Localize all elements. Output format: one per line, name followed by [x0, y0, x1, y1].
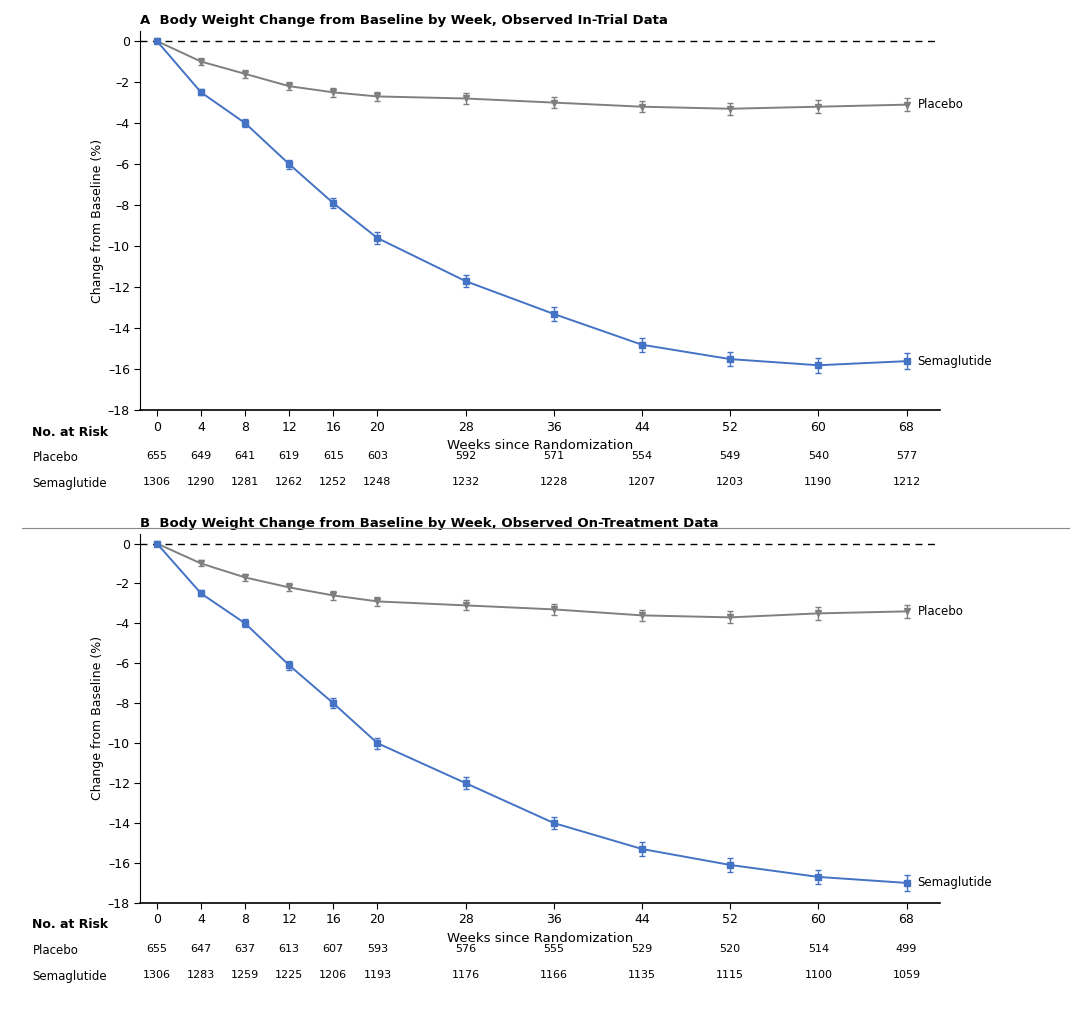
- Text: 1212: 1212: [892, 477, 920, 487]
- Text: 1262: 1262: [275, 477, 303, 487]
- Text: 554: 554: [632, 451, 652, 462]
- Text: 1259: 1259: [231, 970, 259, 980]
- Text: 1306: 1306: [143, 477, 171, 487]
- Text: B  Body Weight Change from Baseline by Week, Observed On-Treatment Data: B Body Weight Change from Baseline by We…: [140, 516, 719, 529]
- Y-axis label: Change from Baseline (%): Change from Baseline (%): [91, 636, 104, 800]
- Text: 1135: 1135: [627, 970, 656, 980]
- Text: 1207: 1207: [627, 477, 656, 487]
- Text: 593: 593: [367, 944, 388, 954]
- Text: 647: 647: [190, 944, 212, 954]
- Text: 613: 613: [279, 944, 300, 954]
- Text: 1193: 1193: [363, 970, 391, 980]
- Text: Semaglutide: Semaglutide: [32, 970, 107, 983]
- Text: A  Body Weight Change from Baseline by Week, Observed In-Trial Data: A Body Weight Change from Baseline by We…: [140, 13, 669, 27]
- Text: 1306: 1306: [143, 970, 171, 980]
- Text: Semaglutide: Semaglutide: [32, 477, 107, 490]
- Text: Placebo: Placebo: [918, 98, 963, 111]
- Text: 1166: 1166: [540, 970, 568, 980]
- Text: 514: 514: [808, 944, 829, 954]
- Text: Placebo: Placebo: [32, 944, 78, 957]
- Text: 1115: 1115: [716, 970, 744, 980]
- Text: 592: 592: [455, 451, 476, 462]
- Text: Semaglutide: Semaglutide: [918, 355, 993, 367]
- X-axis label: Weeks since Randomization: Weeks since Randomization: [447, 439, 633, 452]
- Text: 577: 577: [896, 451, 917, 462]
- Text: 1225: 1225: [275, 970, 303, 980]
- Text: No. at Risk: No. at Risk: [32, 426, 108, 439]
- Text: 649: 649: [190, 451, 212, 462]
- X-axis label: Weeks since Randomization: Weeks since Randomization: [447, 932, 633, 945]
- Text: 529: 529: [632, 944, 652, 954]
- Text: 1206: 1206: [320, 970, 348, 980]
- Text: 1059: 1059: [892, 970, 920, 980]
- Text: 520: 520: [719, 944, 741, 954]
- Text: 655: 655: [147, 451, 167, 462]
- Text: Placebo: Placebo: [32, 451, 78, 465]
- Text: 607: 607: [323, 944, 343, 954]
- Text: 1176: 1176: [451, 970, 480, 980]
- Text: 576: 576: [455, 944, 476, 954]
- Text: No. at Risk: No. at Risk: [32, 918, 108, 932]
- Text: 637: 637: [234, 944, 256, 954]
- Text: 549: 549: [719, 451, 741, 462]
- Text: 1248: 1248: [363, 477, 392, 487]
- Text: 615: 615: [323, 451, 343, 462]
- Text: Placebo: Placebo: [918, 605, 963, 618]
- Text: 1100: 1100: [805, 970, 833, 980]
- Text: 571: 571: [543, 451, 565, 462]
- Text: 655: 655: [147, 944, 167, 954]
- Text: 1232: 1232: [451, 477, 480, 487]
- Text: 1252: 1252: [320, 477, 348, 487]
- Text: 1190: 1190: [805, 477, 833, 487]
- Text: 619: 619: [279, 451, 300, 462]
- Text: 1203: 1203: [716, 477, 744, 487]
- Text: 641: 641: [234, 451, 256, 462]
- Text: 1290: 1290: [187, 477, 215, 487]
- Text: 1283: 1283: [187, 970, 215, 980]
- Text: 603: 603: [367, 451, 388, 462]
- Text: Semaglutide: Semaglutide: [918, 876, 993, 890]
- Text: 555: 555: [543, 944, 564, 954]
- Y-axis label: Change from Baseline (%): Change from Baseline (%): [91, 139, 104, 303]
- Text: 1228: 1228: [540, 477, 568, 487]
- Text: 540: 540: [808, 451, 829, 462]
- Text: 1281: 1281: [231, 477, 259, 487]
- Text: 499: 499: [895, 944, 917, 954]
